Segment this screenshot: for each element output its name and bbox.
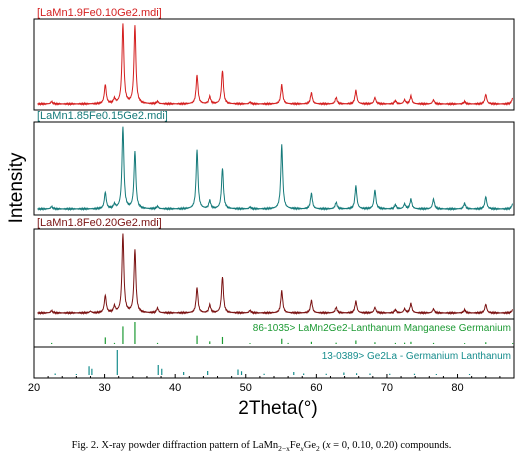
diffraction-pattern-line xyxy=(37,126,514,212)
caption-prefix: Fig. 2. X-ray powder diffraction pattern… xyxy=(71,440,279,451)
reference-label: 86-1035> LaMn2Ge2-Lanthanum Manganese Ge… xyxy=(253,323,511,334)
figure-caption: Fig. 2. X-ray powder diffraction pattern… xyxy=(0,440,523,453)
reference-label: 13-0389> Ge2La - Germanium Lanthanum xyxy=(322,351,511,362)
x-tick-label: 40 xyxy=(169,382,181,394)
caption-suffix: = 0, 0.10, 0.20) compounds. xyxy=(330,440,452,451)
diffraction-pattern-line xyxy=(37,233,514,316)
caption-sub-x: x xyxy=(300,444,304,454)
x-tick-label: 50 xyxy=(240,382,252,394)
x-tick-label: 80 xyxy=(451,382,463,394)
x-tick-label: 60 xyxy=(310,382,322,394)
xrd-chart: [LaMn1.9Fe0.10Ge2.mdi] [LaMn1.85Fe0.15Ge2… xyxy=(6,7,515,419)
pattern-label: [LaMn1.85Fe0.15Ge2.mdi] xyxy=(37,110,168,122)
diffraction-pattern-line xyxy=(37,23,514,107)
y-axis-title: Intensity xyxy=(6,152,27,223)
caption-sub-2: 2 xyxy=(315,444,320,454)
x-axis-title: 2Theta(°) xyxy=(238,398,317,419)
pattern-label: [LaMn1.9Fe0.10Ge2.mdi] xyxy=(37,7,162,19)
x-tick-label: 20 xyxy=(28,382,40,394)
x-tick-label: 70 xyxy=(381,382,393,394)
pattern-label: [LaMn1.8Fe0.20Ge2.mdi] xyxy=(37,217,162,229)
caption-ge: Ge xyxy=(303,440,316,451)
caption-var-x: x xyxy=(325,440,331,451)
caption-sub: 2−x xyxy=(278,444,290,454)
pattern-panel-frame xyxy=(33,228,515,320)
pattern-panel-frame xyxy=(33,18,515,111)
caption-fe: Fe xyxy=(289,440,301,451)
x-tick-label: 30 xyxy=(98,382,110,394)
caption-paren: ( xyxy=(319,440,326,451)
pattern-panel-frame xyxy=(33,121,515,216)
